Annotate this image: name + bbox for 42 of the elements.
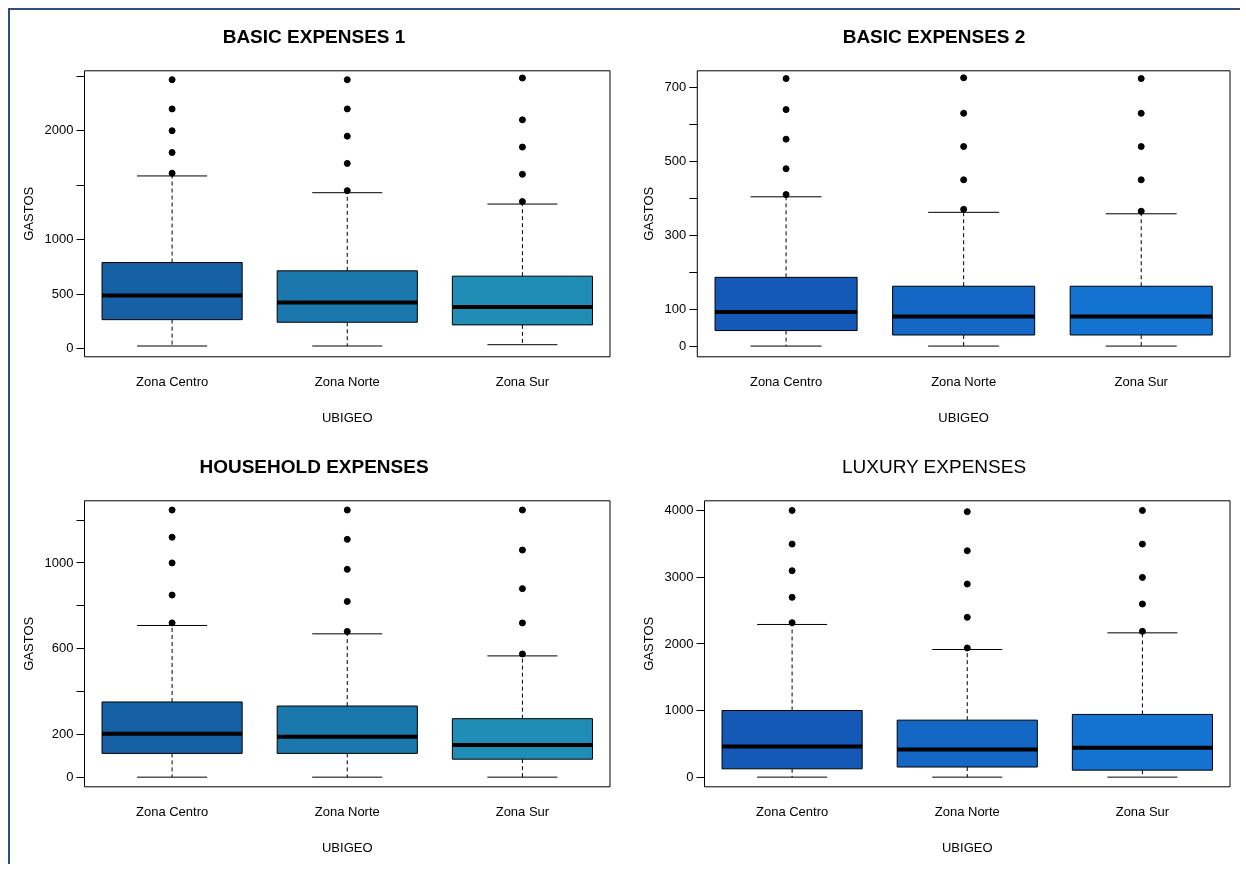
x-tick-label: Zona Sur (495, 374, 550, 390)
y-tick-label: 500 (51, 285, 74, 301)
y-tick-label: 700 (664, 79, 687, 95)
y-tick-label: 0 (686, 768, 694, 784)
chart-title: BASIC EXPENSES 2 (842, 25, 1026, 47)
chart-title: HOUSEHOLD EXPENSES (199, 455, 429, 477)
y-tick-label: 2000 (44, 122, 74, 138)
y-tick-label: 300 (664, 226, 687, 242)
y-tick-label: 0 (679, 337, 687, 353)
y-tick-label: 100 (664, 300, 687, 316)
x-tick-label: Zona Norte (314, 374, 380, 390)
chart-title: BASIC EXPENSES 1 (222, 25, 406, 47)
x-tick-label: Zona Centro (135, 374, 209, 390)
x-tick-label: Zona Norte (931, 374, 997, 390)
y-axis-title: GASTOS (641, 186, 657, 241)
x-tick-label: Zona Norte (314, 804, 380, 820)
y-tick-label: 600 (51, 640, 74, 656)
y-axis-title: GASTOS (641, 616, 657, 671)
y-tick-label: 0 (66, 340, 74, 356)
x-axis-title: UBIGEO (938, 409, 989, 425)
x-tick-label: Zona Centro (749, 374, 823, 390)
y-tick-label: 1000 (44, 554, 74, 570)
chart-title: LUXURY EXPENSES (841, 455, 1027, 477)
x-axis-title: UBIGEO (321, 409, 373, 425)
y-tick-label: 1000 (664, 702, 694, 718)
x-tick-label: Zona Sur (1115, 804, 1170, 820)
x-tick-label: Zona Sur (1114, 374, 1169, 390)
y-tick-label: 0 (66, 768, 74, 784)
y-tick-label: 4000 (664, 502, 694, 518)
x-tick-label: Zona Sur (495, 804, 550, 820)
y-axis-title: GASTOS (21, 186, 37, 241)
x-tick-label: Zona Centro (135, 804, 209, 820)
y-tick-label: 2000 (664, 635, 694, 651)
y-tick-label: 500 (664, 152, 687, 168)
y-axis-title: GASTOS (21, 616, 37, 671)
x-tick-label: Zona Norte (934, 804, 1000, 820)
x-axis-title: UBIGEO (321, 839, 373, 855)
x-axis-title: UBIGEO (941, 839, 993, 855)
y-tick-label: 200 (51, 725, 74, 741)
y-tick-label: 1000 (44, 231, 74, 247)
x-tick-label: Zona Centro (755, 804, 829, 820)
y-tick-label: 3000 (664, 568, 694, 584)
